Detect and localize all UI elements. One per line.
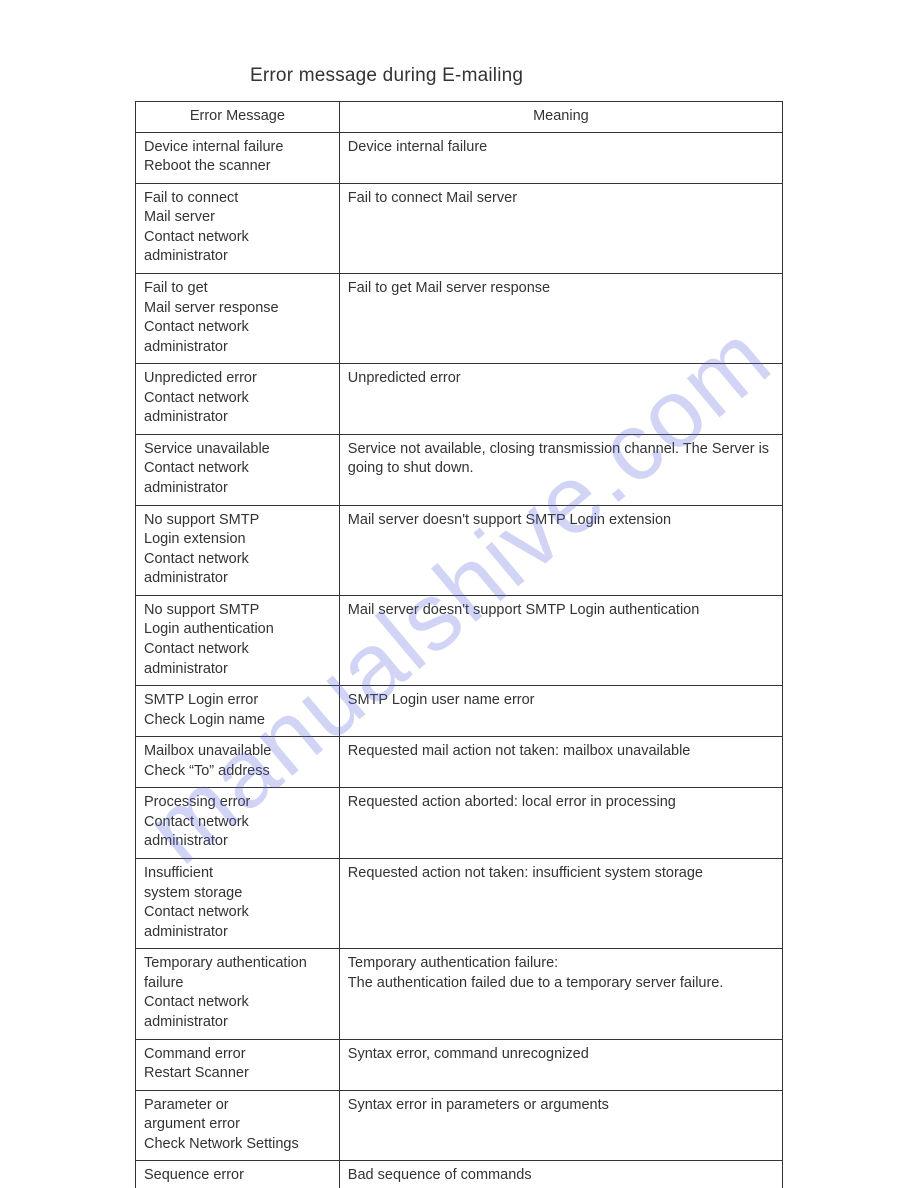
table-row: No support SMTP Login extension Contact … <box>136 505 783 595</box>
table-row: SMTP Login error Check Login nameSMTP Lo… <box>136 686 783 737</box>
cell-meaning: Bad sequence of commands <box>339 1161 782 1188</box>
cell-error: Fail to connect Mail server Contact netw… <box>136 183 340 273</box>
cell-meaning: Service not available, closing transmiss… <box>339 434 782 505</box>
cell-meaning: Requested action not taken: insufficient… <box>339 859 782 949</box>
table-row: Service unavailable Contact network admi… <box>136 434 783 505</box>
table-row: Mailbox unavailable Check “To” addressRe… <box>136 737 783 788</box>
cell-meaning: SMTP Login user name error <box>339 686 782 737</box>
cell-error: Service unavailable Contact network admi… <box>136 434 340 505</box>
cell-error: No support SMTP Login extension Contact … <box>136 505 340 595</box>
cell-error: No support SMTP Login authentication Con… <box>136 595 340 685</box>
cell-error: Mailbox unavailable Check “To” address <box>136 737 340 788</box>
page: Error message during E-mailing Error Mes… <box>0 0 918 1188</box>
cell-meaning: Syntax error, command unrecognized <box>339 1039 782 1090</box>
table-row: Insufficient system storage Contact netw… <box>136 859 783 949</box>
table-row: Processing error Contact network adminis… <box>136 788 783 859</box>
table-body: Device internal failure Reboot the scann… <box>136 132 783 1188</box>
cell-meaning: Fail to connect Mail server <box>339 183 782 273</box>
page-title: Error message during E-mailing <box>250 65 783 87</box>
col-header-error: Error Message <box>136 102 340 133</box>
cell-meaning: Mail server doesn't support SMTP Login e… <box>339 505 782 595</box>
cell-meaning: Temporary authentication failure: The au… <box>339 949 782 1039</box>
cell-meaning: Device internal failure <box>339 132 782 183</box>
cell-meaning: Requested action aborted: local error in… <box>339 788 782 859</box>
table-row: Device internal failure Reboot the scann… <box>136 132 783 183</box>
cell-meaning: Mail server doesn't support SMTP Login a… <box>339 595 782 685</box>
table-row: Unpredicted error Contact network admini… <box>136 364 783 435</box>
table-header-row: Error Message Meaning <box>136 102 783 133</box>
cell-error: Unpredicted error Contact network admini… <box>136 364 340 435</box>
error-table: Error Message Meaning Device internal fa… <box>135 101 783 1188</box>
col-header-meaning: Meaning <box>339 102 782 133</box>
cell-error: Fail to get Mail server response Contact… <box>136 273 340 363</box>
cell-error: Command error Restart Scanner <box>136 1039 340 1090</box>
cell-meaning: Syntax error in parameters or arguments <box>339 1090 782 1161</box>
cell-error: Temporary authentication failure Contact… <box>136 949 340 1039</box>
cell-error: Processing error Contact network adminis… <box>136 788 340 859</box>
cell-error: Device internal failure Reboot the scann… <box>136 132 340 183</box>
table-row: Command error Restart ScannerSyntax erro… <box>136 1039 783 1090</box>
table-row: Sequence error Restart ScannerBad sequen… <box>136 1161 783 1188</box>
cell-meaning: Unpredicted error <box>339 364 782 435</box>
cell-error: Insufficient system storage Contact netw… <box>136 859 340 949</box>
table-row: Parameter or argument error Check Networ… <box>136 1090 783 1161</box>
table-row: Fail to connect Mail server Contact netw… <box>136 183 783 273</box>
cell-error: SMTP Login error Check Login name <box>136 686 340 737</box>
table-row: No support SMTP Login authentication Con… <box>136 595 783 685</box>
cell-error: Parameter or argument error Check Networ… <box>136 1090 340 1161</box>
cell-meaning: Fail to get Mail server response <box>339 273 782 363</box>
table-row: Fail to get Mail server response Contact… <box>136 273 783 363</box>
cell-error: Sequence error Restart Scanner <box>136 1161 340 1188</box>
cell-meaning: Requested mail action not taken: mailbox… <box>339 737 782 788</box>
table-row: Temporary authentication failure Contact… <box>136 949 783 1039</box>
